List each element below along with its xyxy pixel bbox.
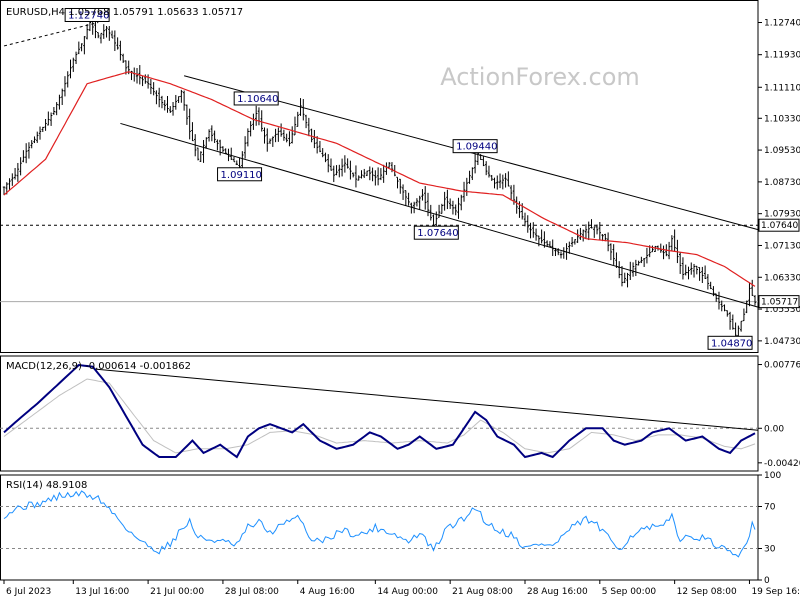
price-annotation-box	[217, 167, 263, 182]
price-tick-label: 1.08730	[764, 178, 800, 188]
chart-title: EURUSD,H4 1.05768 1.05791 1.05633 1.0571…	[6, 7, 243, 18]
rsi-title: RSI(14) 48.9108	[6, 480, 87, 491]
macd-main-line	[3, 363, 756, 459]
time-tick-label: 19 Sep 16:00	[751, 587, 800, 597]
macd-panel: 0.007761 0.00 -0.004205	[0, 355, 800, 472]
price-tick-label: 1.11110	[764, 83, 800, 93]
price-annotation-box	[413, 225, 459, 240]
price-tick-label: 1.07130	[764, 241, 800, 251]
rsi-tick-label: 30	[764, 545, 776, 555]
time-tick-label: 21 Jul 00:00	[150, 587, 204, 597]
price-annotation-box	[452, 139, 498, 154]
watermark: ActionForex.com	[440, 63, 640, 91]
price-tick-label: 1.04730	[764, 337, 800, 347]
price-annotation-label: 1.09440	[456, 142, 497, 153]
time-tick-label: 5 Sep 00:00	[602, 587, 657, 597]
moving-average-line	[3, 71, 756, 287]
price-tick-label: 1.12740	[764, 18, 800, 28]
time-tick-label: 13 Jul 16:00	[75, 587, 129, 597]
rsi-tick-label: 0	[764, 576, 770, 586]
rsi-line	[3, 490, 756, 558]
price-tick-label: 1.05530	[764, 305, 800, 315]
time-tick-label: 12 Sep 08:00	[677, 587, 737, 597]
time-tick-label: 6 Jul 2023	[6, 587, 51, 597]
level-price-label: 1.07640	[761, 221, 798, 231]
macd-tick-label: -0.004205	[764, 459, 800, 469]
price-bars	[2, 12, 757, 340]
price-annotation-box	[707, 335, 753, 350]
price-annotation-label: 1.12740	[68, 10, 109, 21]
time-tick-label: 28 Aug 16:00	[527, 587, 588, 597]
time-tick-label: 28 Jul 08:00	[225, 587, 279, 597]
current-price-box	[758, 295, 800, 309]
rsi-tick-label: 70	[764, 503, 776, 513]
macd-title: MACD(12,26,9) -0.000614 -0.001862	[6, 361, 191, 372]
time-tick-label: 14 Aug 00:00	[377, 587, 438, 597]
price-annotation-label: 1.10640	[237, 94, 278, 105]
main-price-panel: 1.12740 1.11930 1.11110 1.10330 1.09530 1.087…	[0, 0, 800, 353]
price-annotation-box	[233, 91, 279, 106]
price-tick-label: 1.07930	[764, 210, 800, 220]
level-price-box	[758, 218, 800, 232]
price-tick-label: 1.11930	[764, 51, 800, 61]
price-annotation-label: 1.09110	[221, 170, 262, 181]
macd-tick-label: 0.007761	[764, 361, 800, 371]
macd-signal-line	[3, 378, 756, 454]
time-tick-label: 21 Aug 08:00	[452, 587, 513, 597]
time-tick-label: 4 Aug 16:00	[300, 587, 355, 597]
price-tick-label: 1.09530	[764, 146, 800, 156]
main-panel-frame	[0, 0, 759, 353]
macd-tick-label: 0.00	[764, 424, 784, 434]
top-dashed-trendline	[3, 22, 99, 47]
price-tick-label: 1.10330	[764, 114, 800, 124]
time-axis: 6 Jul 2023 13 Jul 16:00 21 Jul 00:00 28 Jul…	[3, 580, 800, 597]
price-tick-label: 1.06330	[764, 273, 800, 283]
current-price-label: 1.05717	[761, 298, 798, 308]
price-annotation-label: 1.04870	[711, 338, 752, 349]
price-annotation-box	[64, 7, 110, 22]
rsi-tick-label: 100	[764, 471, 781, 481]
price-annotation-label: 1.07640	[417, 228, 458, 239]
rsi-panel-frame	[0, 474, 759, 581]
macd-trendline	[95, 368, 759, 431]
rsi-panel: 100 70 30 0	[0, 471, 781, 586]
macd-panel-frame	[0, 355, 759, 472]
